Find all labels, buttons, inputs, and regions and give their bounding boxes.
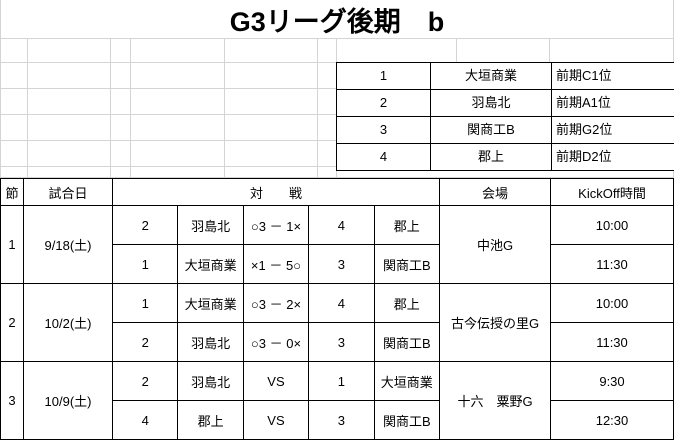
standings-note: 前期G2位 (551, 116, 674, 144)
header-section: 節 (0, 178, 24, 206)
match-score: ×1 － 5○ (242, 244, 310, 284)
home-team-number: 2 (111, 205, 179, 245)
standings-team: 大垣商業 (430, 62, 552, 90)
header-kickoff: KickOff時間 (550, 178, 674, 206)
kickoff-time: 10:00 (550, 205, 674, 245)
grid-line-v (27, 38, 28, 178)
away-team-number: 4 (308, 283, 375, 323)
table-row: 2 羽島北 ○3 － 0× 3 関商工B 11:30 (1, 322, 674, 362)
standings-note: 前期C1位 (551, 62, 674, 90)
table-row: 4 郡上 前期D2位 (336, 143, 674, 171)
match-score: VS (242, 361, 310, 401)
match-score: VS (242, 400, 310, 440)
grid-line-v (456, 38, 457, 62)
grid-line-v (110, 38, 111, 178)
grid-line-h (0, 38, 674, 39)
venue-name: 十六 粟野G (439, 361, 551, 440)
match-score: ○3 － 2× (242, 283, 310, 323)
grid-line-v (0, 38, 1, 178)
kickoff-time: 9:30 (550, 361, 674, 401)
home-team-number: 4 (111, 400, 179, 440)
home-team-name: 羽島北 (177, 361, 244, 401)
home-team-name: 羽島北 (177, 322, 244, 362)
table-row: 3 10/9(土) 2 羽島北 VS 1 大垣商業 十六 粟野G 9:30 (0, 361, 674, 440)
kickoff-time: 10:00 (550, 283, 674, 323)
match-score: ○3 － 0× (242, 322, 310, 362)
standings-rank: 1 (336, 62, 431, 90)
section-number: 2 (0, 283, 24, 362)
page-title: G3リーグ後期 b (229, 6, 445, 37)
kickoff-time: 12:30 (550, 400, 674, 440)
grid-line-v (224, 38, 225, 178)
grid-line-v (549, 38, 550, 62)
table-row: 1 大垣商業 ×1 － 5○ 3 関商工B 11:30 (1, 244, 674, 284)
away-team-number: 3 (308, 322, 375, 362)
match-score: ○3 － 1× (242, 205, 310, 245)
home-team-number: 1 (111, 283, 179, 323)
standings-rank: 3 (336, 116, 431, 144)
away-team-number: 4 (308, 205, 375, 245)
section-number: 1 (0, 205, 24, 284)
home-team-number: 2 (111, 322, 179, 362)
header-match: 対 戦 (112, 178, 440, 206)
away-team-number: 3 (308, 400, 375, 440)
table-row: 1 大垣商業 前期C1位 (336, 62, 674, 90)
grid-line-v (317, 38, 318, 178)
standings-note: 前期D2位 (551, 143, 674, 171)
home-team-name: 大垣商業 (177, 283, 244, 323)
table-row: 3 関商工B 前期G2位 (336, 116, 674, 144)
venue-name: 中池G (439, 205, 551, 284)
match-date: 10/9(土) (23, 361, 113, 440)
table-row: 2 羽島北 前期A1位 (336, 89, 674, 117)
grid-line-v (130, 38, 131, 178)
home-team-name: 郡上 (177, 400, 244, 440)
standings-team: 関商工B (430, 116, 552, 144)
home-team-number: 1 (111, 244, 179, 284)
table-row: 1 9/18(土) 2 羽島北 ○3 － 1× 4 郡上 中池G 10:00 (0, 205, 674, 284)
table-row: 2 10/2(土) 1 大垣商業 ○3 － 2× 4 郡上 古今伝授の里G 10… (0, 283, 674, 362)
home-team-name: 羽島北 (177, 205, 244, 245)
fixtures-body: 1 9/18(土) 2 羽島北 ○3 － 1× 4 郡上 中池G 10:00 1… (0, 205, 674, 440)
match-date: 9/18(土) (23, 205, 113, 284)
away-team-number: 3 (308, 244, 375, 284)
fixtures-table: 節 試合日 対 戦 会場 KickOff時間 1 9/18(土) 2 羽島北 ○… (0, 178, 674, 440)
home-team-number: 2 (111, 361, 179, 401)
home-team-name: 大垣商業 (177, 244, 244, 284)
standings-table: 1 大垣商業 前期C1位 2 羽島北 前期A1位 3 関商工B 前期G2位 4 … (336, 62, 674, 171)
standings-body: 1 大垣商業 前期C1位 2 羽島北 前期A1位 3 関商工B 前期G2位 4 … (336, 62, 674, 171)
away-team-name: 郡上 (373, 205, 441, 245)
standings-rank: 2 (336, 89, 431, 117)
standings-note: 前期A1位 (551, 89, 674, 117)
fixtures-head: 節 試合日 対 戦 会場 KickOff時間 (0, 178, 674, 206)
section-number: 3 (0, 361, 24, 440)
table-row: 4 郡上 VS 3 関商工B 12:30 (1, 400, 674, 440)
standings-team: 郡上 (430, 143, 552, 171)
kickoff-time: 11:30 (550, 322, 674, 362)
away-team-name: 関商工B (373, 322, 441, 362)
away-team-name: 関商工B (373, 244, 441, 284)
header-venue: 会場 (439, 178, 551, 206)
away-team-name: 関商工B (373, 400, 441, 440)
venue-name: 古今伝授の里G (439, 283, 551, 362)
standings-rank: 4 (336, 143, 431, 171)
grid-line-h (0, 177, 674, 178)
table-header-row: 節 試合日 対 戦 会場 KickOff時間 (0, 178, 674, 206)
kickoff-time: 11:30 (550, 244, 674, 284)
away-team-number: 1 (308, 361, 375, 401)
match-date: 10/2(土) (23, 283, 113, 362)
header-date: 試合日 (23, 178, 113, 206)
standings-team: 羽島北 (430, 89, 552, 117)
away-team-name: 大垣商業 (373, 361, 441, 401)
grid-line-v (0, 0, 1, 38)
away-team-name: 郡上 (373, 283, 441, 323)
